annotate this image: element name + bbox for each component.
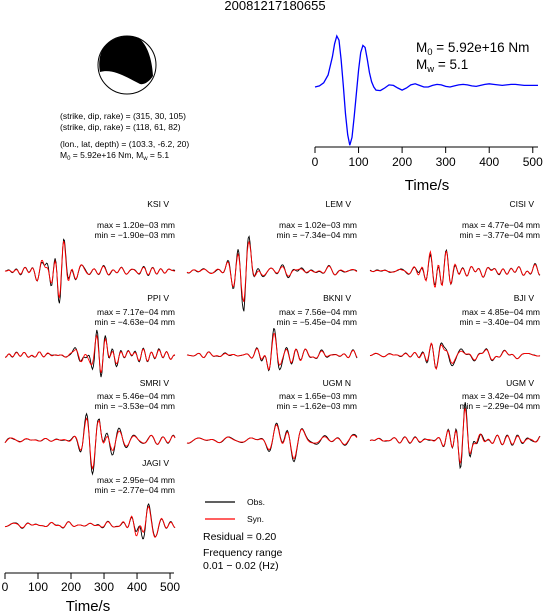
beachball-compression-area: [99, 36, 153, 85]
waveform-x-ticks: 0 100 200 300 400 500: [2, 573, 180, 594]
station-name: BJI V: [514, 293, 535, 303]
mechanism-info: (strike, dip, rake) = (315, 30, 105) (st…: [60, 111, 189, 162]
station-name: PPI V: [147, 293, 169, 303]
hypocenter: (lon., lat, depth) = (103.3, -6.2, 20): [60, 139, 189, 149]
stf-x-tick-label: 200: [392, 155, 412, 169]
observed-trace: [5, 329, 176, 378]
nodal-plane-1: (strike, dip, rake) = (315, 30, 105): [60, 111, 186, 121]
station-min: min = −3.40e−04 mm: [459, 317, 540, 327]
synthetic-trace: [4, 505, 176, 538]
synthetic-trace: [369, 342, 541, 371]
synthetic-trace: [4, 240, 176, 300]
station-max: max = 5.46e−04 mm: [97, 391, 175, 401]
station-name: UGM N: [323, 378, 351, 388]
station-name: UGM V: [506, 378, 534, 388]
stf-plot: M0 = 5.92e+16 Nm Mw = 5.1 0 100 200 300 400 5…: [312, 34, 543, 194]
waveform-x-tick-label: 400: [127, 580, 147, 594]
waveform-x-tick-label: 0: [2, 580, 9, 594]
station-max: max = 2.95e−04 mm: [97, 475, 175, 485]
station-max: max = 1.65e−03 mm: [279, 391, 357, 401]
observed-trace: [369, 342, 541, 370]
waveform-x-tick-label: 500: [160, 580, 180, 594]
stf-x-tick-label: 500: [523, 155, 543, 169]
frequency-title: Frequency range: [203, 547, 283, 559]
station-max: max = 4.85e−04 mm: [462, 307, 540, 317]
waveform-time-axis: 0 100 200 300 400 500 Time/s: [2, 572, 180, 615]
waveform-x-tick-label: 300: [94, 580, 114, 594]
station-min: min = −7.34e−04 mm: [276, 230, 357, 240]
stf-x-tick-label: 300: [436, 155, 456, 169]
station-min: min = −1.90e−03 mm: [94, 230, 175, 240]
legend-obs-label: Obs.: [247, 497, 265, 507]
synthetic-trace: [186, 424, 358, 460]
station-min: min = −3.77e−04 mm: [459, 230, 540, 240]
waveform-x-tick-label: 200: [61, 580, 81, 594]
stf-x-tick-label: 100: [349, 155, 369, 169]
station-name: CISI V: [509, 199, 534, 209]
station-name: KSI V: [147, 199, 169, 209]
synthetic-trace: [369, 408, 541, 464]
stf-x-tick-label: 0: [312, 155, 319, 169]
synthetic-trace: [4, 334, 176, 373]
legend: Obs. Syn. Residual = 0.20 Frequency rang…: [203, 497, 283, 572]
stf-mw-label: Mw = 5.1: [416, 57, 468, 75]
synthetic-trace: [4, 417, 176, 470]
frequency-values: 0.01 − 0.02 (Hz): [203, 560, 279, 572]
station-max: max = 7.56e−04 mm: [279, 307, 357, 317]
station-name: SMRI V: [140, 378, 170, 388]
station-max: max = 1.20e−03 mm: [97, 220, 175, 230]
stf-m0-label: M0 = 5.92e+16 Nm: [416, 40, 529, 58]
synthetic-trace: [186, 333, 358, 371]
station-max: max = 4.77e−04 mm: [462, 220, 540, 230]
station-name: BKNI V: [323, 293, 351, 303]
synthetic-trace: [186, 240, 358, 303]
station-name: JAGI V: [142, 458, 169, 468]
stf-curve: [314, 34, 538, 146]
waveform-x-axis-title: Time/s: [66, 598, 110, 615]
synthetic-trace: [369, 250, 541, 288]
waveform-x-tick-label: 100: [28, 580, 48, 594]
nodal-plane-2: (strike, dip, rake) = (118, 61, 82): [60, 122, 181, 132]
station-min: min = −2.77e−04 mm: [94, 485, 175, 495]
stf-x-tick-label: 400: [479, 155, 499, 169]
stf-x-axis-title: Time/s: [405, 177, 449, 194]
legend-syn-label: Syn.: [247, 514, 264, 524]
moment-info: M0 = 5.92e+16 Nm, Mw = 5.1: [60, 150, 169, 162]
station-max: max = 7.17e−04 mm: [97, 307, 175, 317]
station-min: min = −2.29e−04 mm: [459, 401, 540, 411]
station-name: LEM V: [325, 199, 351, 209]
station-max: max = 1.02e−03 mm: [279, 220, 357, 230]
station-min: min = −3.53e−04 mm: [94, 401, 175, 411]
stf-x-ticks: 0 100 200 300 400 500: [312, 147, 543, 169]
beachball: [97, 35, 157, 95]
observed-trace: [369, 248, 541, 286]
station-min: min = −4.63e−04 mm: [94, 317, 175, 327]
residual-text: Residual = 0.20: [203, 531, 276, 543]
station-min: min = −1.62e−03 mm: [276, 401, 357, 411]
station-min: min = −5.45e−04 mm: [276, 317, 357, 327]
station-max: max = 3.42e−04 mm: [462, 391, 540, 401]
event-id: 20081217180655: [224, 0, 325, 13]
